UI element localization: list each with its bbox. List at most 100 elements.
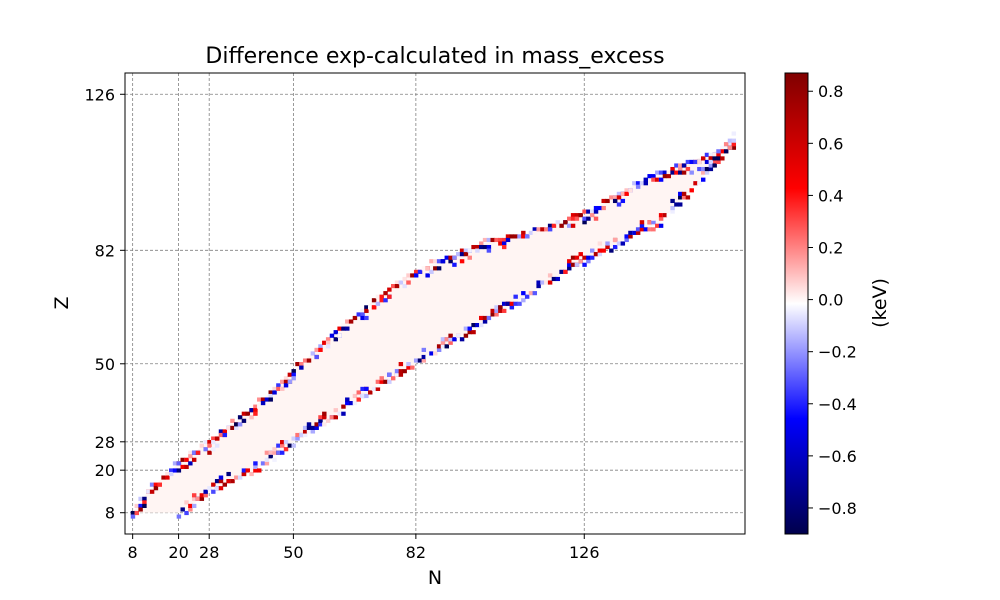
nuclide-cell	[180, 507, 185, 512]
nuclide-cell	[218, 432, 224, 438]
nuclide-cell	[368, 305, 373, 310]
nuclide-cell	[268, 454, 273, 459]
nuclide-cell	[341, 411, 346, 416]
x-axis-label: N	[428, 567, 442, 589]
nuclide-cell	[448, 259, 453, 264]
nuclide-cell	[429, 269, 434, 274]
nuclide-cell	[712, 163, 717, 168]
y-tick-label: 82	[95, 241, 115, 260]
nuclide-cell	[643, 181, 649, 186]
nuclide-cell	[406, 365, 411, 370]
nuclide-cell	[383, 298, 388, 303]
nuclide-cell	[674, 170, 679, 175]
colorbar-tick-label: −0.4	[818, 395, 857, 414]
nuclide-cell	[398, 372, 404, 377]
nuclide-cell	[616, 241, 622, 246]
nuclide-cell	[203, 493, 208, 498]
nuclide-cell	[413, 358, 419, 363]
nuclide-cell	[670, 166, 675, 172]
nuclide-cell	[658, 216, 664, 221]
nuclide-cell	[452, 255, 457, 260]
nuclide-cell	[295, 436, 300, 441]
nuclide-cell	[559, 269, 564, 274]
nuclide-cell	[490, 312, 495, 317]
nuclide-cell	[513, 301, 518, 306]
x-tick-label: 50	[283, 543, 303, 562]
nuclide-cell	[532, 227, 538, 232]
nuclide-cell	[237, 475, 243, 480]
nuclide-cell	[352, 315, 358, 321]
nuclide-cell	[635, 230, 641, 235]
nuclide-cell	[678, 195, 683, 200]
nuclide-cell	[402, 369, 407, 374]
nuclide-cell	[390, 376, 396, 381]
nuclide-cell	[249, 408, 254, 413]
nuclide-cell	[704, 152, 710, 157]
nuclide-cell	[597, 241, 603, 246]
nuclide-cell	[394, 280, 400, 285]
nuclide-cell	[234, 475, 239, 480]
nuclide-cell	[536, 283, 541, 289]
nuclide-cell	[387, 287, 392, 292]
nuclide-cell	[731, 131, 737, 136]
nuclide-cell	[708, 163, 714, 168]
nuclide-cell	[226, 471, 231, 477]
nuclide-cell	[287, 379, 293, 384]
nuclide-cell	[237, 422, 243, 427]
nuclide-cell	[475, 248, 480, 253]
nuclide-cell	[245, 468, 250, 473]
nuclide-cell	[486, 248, 492, 253]
nuclide-cell	[436, 266, 442, 271]
nuclide-cell	[647, 227, 652, 232]
colorbar-tick-label: −0.6	[818, 447, 857, 466]
nuclide-cell	[547, 227, 553, 232]
nuclide-cell	[674, 163, 679, 168]
nuclide-cell	[456, 333, 461, 338]
nuclide-cell	[666, 174, 671, 179]
nuclide-cell	[521, 298, 526, 303]
nuclide-cell	[214, 443, 220, 448]
nuclide-cell	[165, 475, 170, 480]
nuclide-cell	[651, 216, 656, 221]
nuclide-cell	[712, 156, 717, 161]
nuclide-cell	[463, 248, 469, 253]
nuclide-cell	[582, 209, 587, 214]
nuclide-cell	[544, 280, 549, 285]
nuclide-cell	[364, 315, 369, 321]
nuclide-cell	[245, 411, 250, 416]
nuclide-cell	[678, 163, 683, 168]
nuclide-cell	[302, 429, 308, 434]
nuclide-cell	[356, 390, 361, 395]
nuclide-cell	[620, 198, 626, 204]
nuclide-cell	[398, 369, 404, 374]
nuclide-cell	[222, 482, 228, 487]
nuclide-cell	[203, 440, 208, 445]
nuclide-cell	[325, 344, 331, 349]
nuclide-cell	[459, 259, 465, 264]
nuclide-cell	[700, 156, 706, 161]
nuclide-cell	[567, 262, 572, 267]
nuclide-cell	[639, 220, 645, 225]
nuclide-cell	[249, 415, 254, 420]
nuclide-cell	[425, 266, 430, 271]
nuclide-cell	[593, 209, 599, 214]
nuclide-cell	[211, 482, 216, 487]
nuclide-cell	[440, 259, 446, 264]
nuclide-cell	[188, 461, 193, 466]
nuclide-cell	[536, 227, 541, 232]
nuclide-cell	[184, 457, 189, 462]
nuclide-cell	[272, 447, 277, 452]
nuclide-cell	[509, 305, 515, 310]
nuclide-cell	[479, 315, 484, 321]
nuclide-cell	[505, 234, 511, 239]
nuclide-cell	[448, 337, 453, 342]
nuclide-cell	[134, 503, 139, 509]
colorbar-tick-label: −0.2	[818, 343, 857, 362]
nuclide-cell	[345, 401, 350, 406]
nuclide-cell	[318, 415, 323, 420]
nuclide-cell	[195, 450, 201, 455]
nuclide-cell	[643, 227, 649, 232]
x-tick-label: 82	[406, 543, 426, 562]
nuclide-cell	[448, 340, 453, 345]
nuclide-cell	[601, 205, 606, 211]
